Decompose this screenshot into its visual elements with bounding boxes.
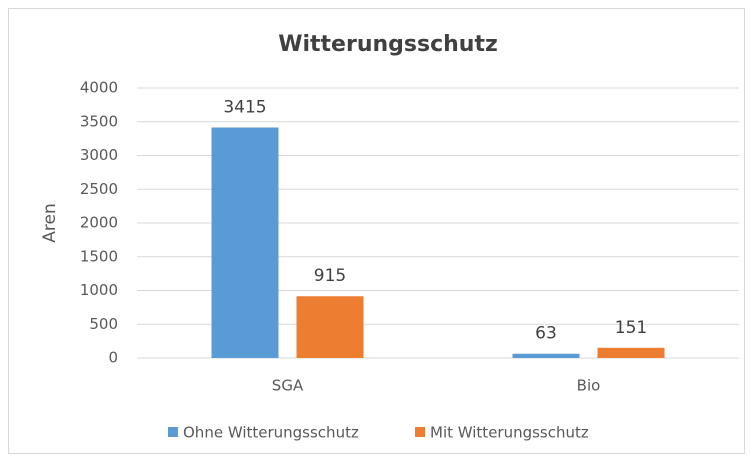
y-tick-label: 3000 — [80, 146, 118, 164]
y-tick-label: 1500 — [80, 247, 118, 265]
bar — [211, 127, 279, 358]
legend-label: Ohne Witterungsschutz — [183, 424, 359, 442]
y-tick-label: 500 — [89, 315, 118, 333]
y-tick-label: 3500 — [80, 112, 118, 130]
y-tick-label: 2500 — [80, 180, 118, 198]
y-tick-label: 0 — [108, 349, 118, 367]
data-label: 3415 — [223, 97, 266, 117]
x-tick-label: Bio — [577, 377, 601, 395]
chart-frame — [8, 8, 745, 454]
data-label: 151 — [615, 318, 647, 338]
x-tick-label: SGA — [272, 377, 304, 395]
data-label: 915 — [314, 266, 346, 286]
chart-title: Witterungsschutz — [278, 32, 498, 57]
y-tick-label: 2000 — [80, 214, 118, 232]
bar — [597, 347, 665, 358]
y-axis-label: Aren — [40, 203, 60, 242]
bar — [296, 296, 364, 358]
legend-label: Mit Witterungsschutz — [430, 424, 589, 442]
y-tick-label: 1000 — [80, 281, 118, 299]
y-tick-label: 4000 — [80, 79, 118, 97]
bar — [512, 353, 580, 358]
data-label: 63 — [535, 324, 557, 344]
legend-swatch — [415, 427, 425, 437]
legend-swatch — [168, 427, 178, 437]
